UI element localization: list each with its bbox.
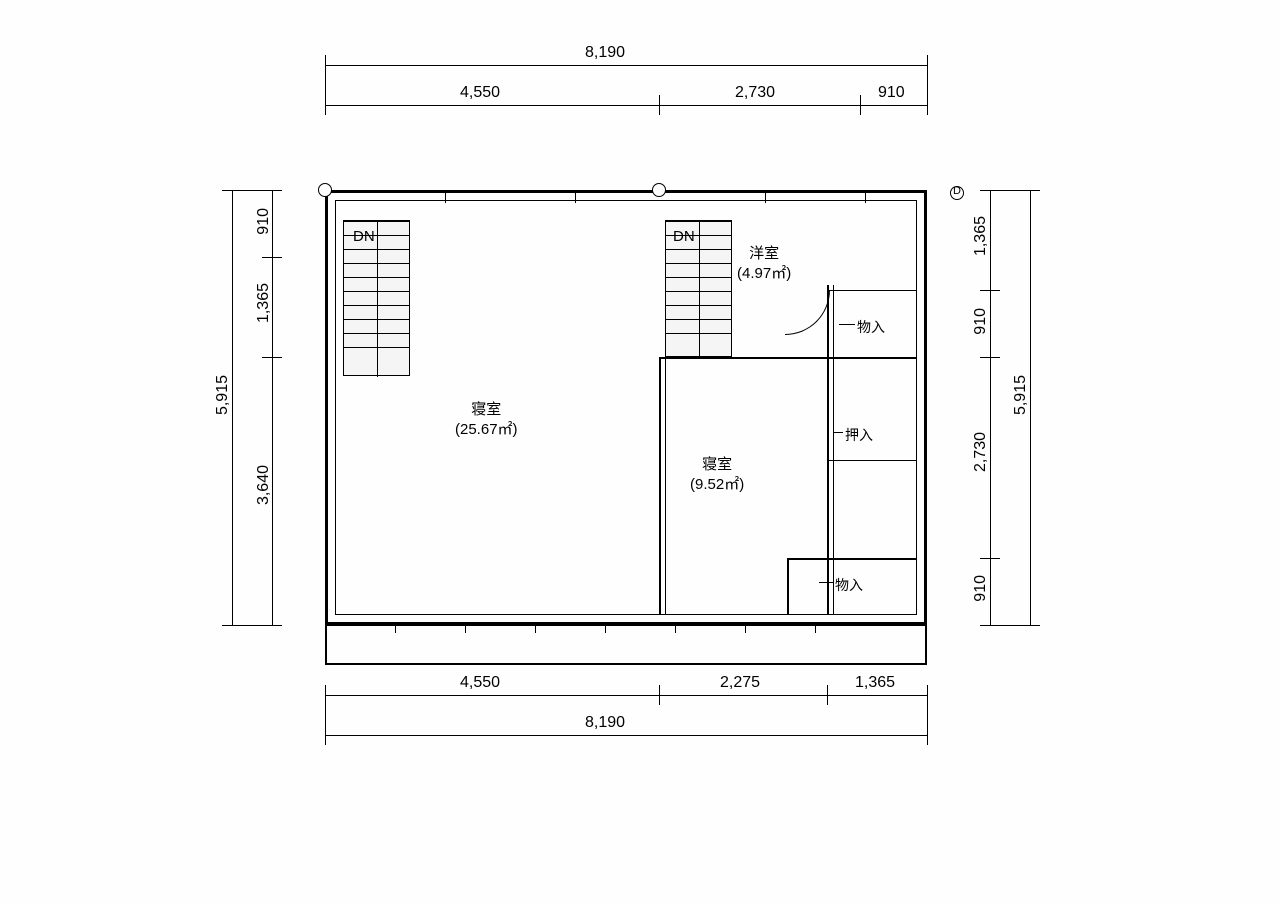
window-tick [395,625,396,633]
leader-line [819,582,833,583]
dim-tick [222,190,282,191]
dim-bottom-seg-2: 1,365 [855,674,895,692]
stair-center-label: DN [673,228,695,245]
dim-bottom-seg-line [325,695,927,696]
dim-tick [927,55,928,115]
window-tick [535,625,536,633]
leader-line [833,432,843,433]
dim-right-seg-2: 2,730 [972,432,990,472]
window-tick [575,193,576,203]
interior-wall [833,285,834,615]
room-western: 洋室 (4.97㎡) [737,244,791,283]
column-marker [318,183,332,197]
window-tick [675,625,676,633]
interior-wall [827,357,917,359]
interior-wall [787,558,917,560]
dim-tick [659,95,660,115]
room-name: 寝室 [471,401,501,418]
room-area: (25.67㎡) [455,420,518,440]
dim-bottom-overall: 8,190 [585,714,625,732]
outer-wall-inner [335,200,917,615]
dim-tick [659,685,660,705]
dim-right-seg-line [990,190,991,625]
dim-tick [325,685,326,745]
floor-plan-canvas: 8,190 4,550 2,730 910 4,550 2,275 1,365 … [0,0,1280,904]
storage-mono-2: 物入 [835,575,863,595]
dim-tick [980,625,1040,626]
dim-bottom-overall-line [325,735,927,736]
dim-tick [262,257,282,258]
dim-tick [980,357,1000,358]
window-tick [745,625,746,633]
dim-top-seg-0: 4,550 [460,84,500,102]
window-tick [445,193,446,203]
dim-top-overall: 8,190 [585,44,625,62]
dim-left-seg-line [272,190,273,625]
dim-left-seg-2: 3,640 [255,465,273,505]
window-tick [815,625,816,633]
dim-top-seg-2: 910 [878,84,905,102]
dim-tick [222,625,282,626]
room-area: (4.97㎡) [737,264,791,284]
column-marker [652,183,666,197]
dim-bottom-seg-0: 4,550 [460,674,500,692]
dim-top-overall-line [325,65,927,66]
interior-wall [827,460,917,461]
interior-wall [827,285,829,615]
room-bedroom-large: 寝室 (25.67㎡) [455,400,518,439]
dim-right-overall-line [1030,190,1031,625]
dim-tick [262,357,282,358]
dim-right-seg-3: 910 [972,575,990,602]
dim-tick [325,55,326,115]
dim-right-seg-1: 910 [972,308,990,335]
dim-right-overall: 5,915 [1012,375,1030,415]
room-area: (9.52㎡) [690,475,744,495]
room-bedroom-small: 寝室 (9.52㎡) [690,455,744,494]
interior-wall [787,558,789,615]
dim-left-overall-line [232,190,233,625]
grid-marker-label: D [953,185,961,197]
dim-top-seg-1: 2,730 [735,84,775,102]
dim-tick [980,190,1040,191]
dim-left-overall: 5,915 [214,375,232,415]
room-name: 寝室 [702,456,732,473]
storage-mono-1: 物入 [857,317,885,337]
dim-tick [827,685,828,705]
dim-top-seg-line [325,105,927,106]
leader-line [839,324,855,325]
window-tick [465,625,466,633]
stair-left-label: DN [353,228,375,245]
window-tick [765,193,766,203]
storage-oshi: 押入 [845,425,873,445]
interior-wall [827,290,917,291]
interior-wall [659,357,829,359]
balcony [325,625,927,665]
window-tick [605,625,606,633]
dim-tick [980,290,1000,291]
room-name: 洋室 [749,245,779,262]
dim-left-seg-1: 1,365 [255,283,273,323]
dim-left-seg-0: 910 [255,208,273,235]
interior-wall [659,357,661,615]
dim-tick [927,685,928,745]
dim-tick [980,558,1000,559]
dim-bottom-seg-1: 2,275 [720,674,760,692]
dim-right-seg-0: 1,365 [972,216,990,256]
floor-plan: DN DN 寝室 (25.67㎡) 寝室 (9.52㎡) 洋室 (4.97㎡) … [325,190,927,665]
interior-wall [665,357,666,615]
dim-tick [860,95,861,115]
window-tick [865,193,866,203]
